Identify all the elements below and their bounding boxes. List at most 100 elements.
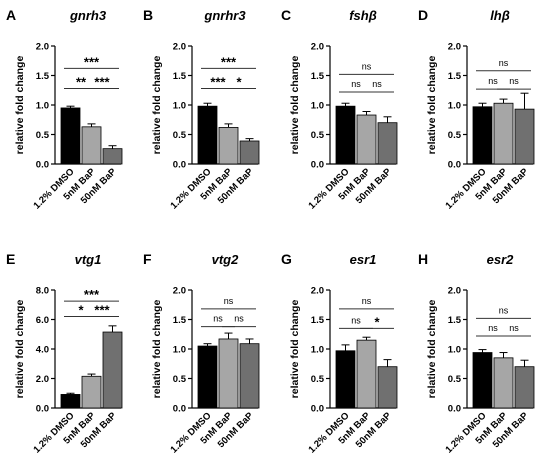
- significance-label: **: [76, 74, 87, 89]
- y-axis-label: relative fold change: [426, 300, 438, 399]
- significance-label: ns: [509, 323, 519, 333]
- y-tick-label: 0.5: [311, 130, 325, 141]
- significance-label: ns: [351, 315, 361, 325]
- bar-control: [197, 105, 218, 165]
- y-axis-label: relative fold change: [426, 56, 438, 155]
- panel-letter: H: [418, 251, 428, 267]
- significance-label: *: [374, 314, 380, 329]
- panel-letter: C: [281, 7, 291, 23]
- significance-label: ns: [499, 305, 509, 315]
- significance-label: ns: [509, 76, 519, 86]
- significance-label: ***: [94, 74, 110, 89]
- bar-high-dose: [239, 140, 260, 165]
- bar-control: [60, 107, 81, 165]
- bar-control: [472, 106, 493, 165]
- significance-label: ns: [488, 323, 498, 333]
- y-axis-label: relative fold change: [289, 300, 301, 399]
- bar-low-dose: [81, 375, 102, 409]
- significance-label: ***: [221, 54, 237, 69]
- significance-label: ns: [351, 79, 361, 89]
- bar-low-dose: [218, 127, 239, 165]
- significance-label: ns: [362, 61, 372, 71]
- y-tick-label: 0.0: [36, 404, 49, 415]
- bar-high-dose: [514, 108, 535, 165]
- y-tick-label: 1.0: [311, 345, 324, 356]
- y-tick-label: 1.0: [173, 345, 186, 356]
- y-tick-label: 0.0: [173, 404, 186, 415]
- significance-label: ***: [84, 54, 100, 69]
- y-axis-label: relative fold change: [151, 56, 163, 155]
- bar-high-dose: [377, 366, 398, 409]
- panel-title: vtg1: [75, 252, 102, 267]
- y-tick-label: 1.5: [311, 315, 325, 326]
- panel-letter: B: [143, 7, 153, 23]
- bar-low-dose: [356, 114, 377, 165]
- y-tick-label: 0.0: [36, 160, 49, 171]
- y-axis-label: relative fold change: [14, 56, 26, 155]
- significance-label: ns: [362, 296, 372, 306]
- y-tick-label: 0.0: [311, 160, 324, 171]
- significance-label: ns: [213, 314, 223, 324]
- y-tick-label: 0.5: [311, 374, 325, 385]
- y-tick-label: 2.0: [448, 286, 461, 297]
- bar-high-dose: [377, 122, 398, 165]
- y-tick-label: 0.5: [36, 130, 50, 141]
- bar-low-dose: [493, 357, 514, 409]
- y-tick-label: 0.0: [448, 160, 461, 171]
- bar-low-dose: [493, 102, 514, 165]
- significance-label: ***: [210, 74, 226, 89]
- bar-control: [335, 350, 356, 409]
- bar-high-dose: [239, 343, 260, 409]
- panel-title: gnrhr3: [203, 8, 246, 23]
- y-tick-label: 0.0: [311, 404, 324, 415]
- bar-high-dose: [102, 148, 123, 165]
- panel-title: gnrh3: [69, 8, 107, 23]
- y-tick-label: 1.5: [173, 71, 187, 82]
- panel-letter: G: [281, 251, 292, 267]
- panel-title: esr2: [487, 252, 515, 267]
- panel-letter: E: [6, 251, 15, 267]
- significance-label: ns: [372, 79, 382, 89]
- y-tick-label: 0.0: [448, 404, 461, 415]
- significance-label: *: [236, 74, 242, 89]
- bar-high-dose: [514, 366, 535, 409]
- y-tick-label: 1.5: [448, 71, 462, 82]
- y-tick-label: 1.5: [448, 315, 462, 326]
- y-axis-label: relative fold change: [151, 300, 163, 399]
- bar-low-dose: [81, 126, 102, 165]
- y-tick-label: 1.0: [173, 101, 186, 112]
- y-tick-label: 2.0: [36, 42, 49, 53]
- y-tick-label: 1.0: [36, 101, 49, 112]
- y-tick-label: 4.0: [36, 345, 49, 356]
- bar-control: [335, 105, 356, 165]
- y-tick-label: 0.5: [173, 130, 187, 141]
- panel-title: esr1: [350, 252, 377, 267]
- y-axis-label: relative fold change: [289, 56, 301, 155]
- bar-control: [472, 352, 493, 409]
- y-tick-label: 2.0: [448, 42, 461, 53]
- bar-high-dose: [102, 331, 123, 409]
- bar-low-dose: [356, 339, 377, 409]
- y-tick-label: 6.0: [36, 315, 49, 326]
- significance-label: ns: [499, 58, 509, 68]
- bar-low-dose: [218, 338, 239, 409]
- y-tick-label: 1.5: [36, 71, 50, 82]
- significance-label: ***: [84, 287, 100, 302]
- y-tick-label: 0.5: [173, 374, 187, 385]
- y-tick-label: 2.0: [311, 286, 324, 297]
- panel-letter: A: [6, 7, 16, 23]
- panel-letter: D: [418, 7, 428, 23]
- bar-control: [197, 345, 218, 409]
- y-tick-label: 0.0: [173, 160, 186, 171]
- bar-control: [60, 394, 81, 409]
- panel-title: lhβ: [490, 8, 510, 23]
